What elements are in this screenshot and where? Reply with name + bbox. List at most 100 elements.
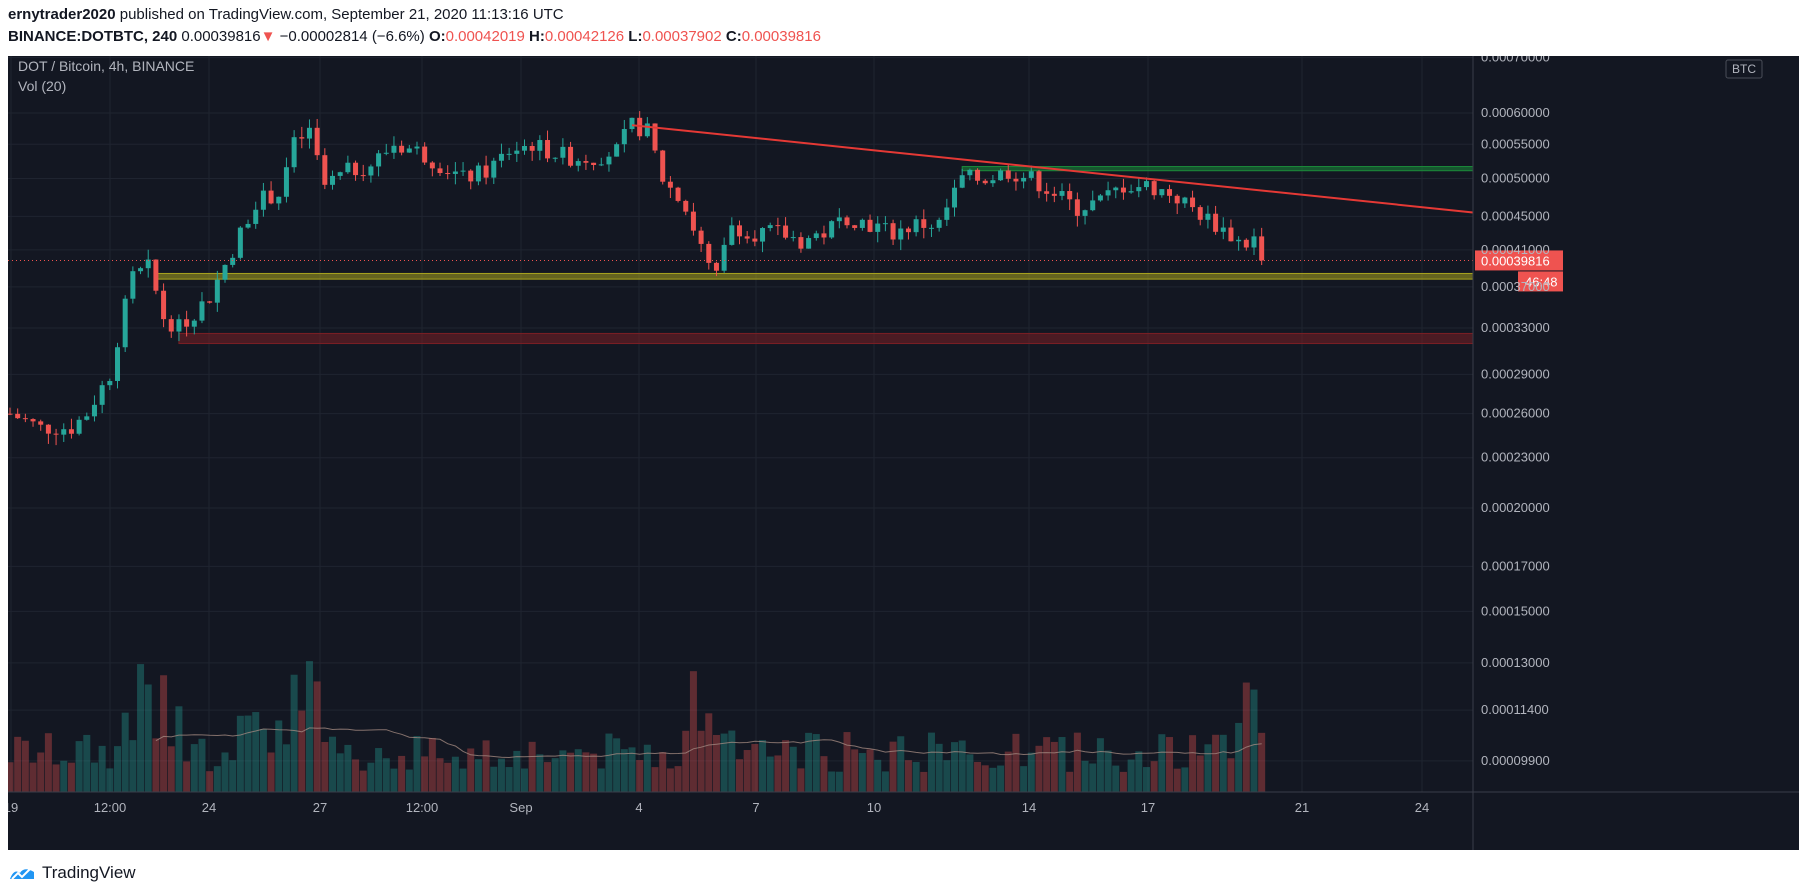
candle-down (637, 117, 643, 137)
volume-bar (797, 768, 805, 792)
candle-down (905, 228, 911, 233)
volume-bar (605, 733, 613, 792)
volume-bar (889, 741, 897, 792)
volume-bar (405, 769, 413, 792)
volume-bar (275, 720, 283, 792)
candle-up (959, 175, 965, 188)
x-tick-label: 21 (1295, 800, 1309, 815)
volume-bar (75, 741, 83, 792)
high-label: H: (529, 28, 545, 45)
candle-up (391, 145, 397, 153)
volume-bar (951, 742, 959, 792)
candle-down (1151, 181, 1157, 196)
chart-legend-title: DOT / Bitcoin, 4h, BINANCE (18, 58, 194, 74)
y-tick-label: 0.00009900 (1481, 753, 1550, 768)
y-tick-label: 0.00033000 (1481, 320, 1550, 335)
countdown-label: 46:48 (1525, 274, 1558, 289)
volume-bar (689, 671, 697, 792)
candle-up (368, 166, 374, 176)
candle-up (621, 129, 627, 145)
candle-up (199, 301, 205, 321)
candle-up (1105, 190, 1111, 196)
candle-down (783, 225, 789, 238)
volume-bar (37, 752, 45, 792)
candle-down (798, 237, 804, 249)
volume-bar (851, 749, 859, 792)
candle-up (383, 152, 389, 154)
tradingview-logo-icon (10, 868, 34, 880)
candle-up (260, 190, 266, 210)
candle-down (698, 230, 704, 244)
candle-up (928, 227, 934, 229)
candle-down (8, 413, 13, 415)
volume-bar (1027, 752, 1035, 792)
volume-bar (1050, 741, 1058, 792)
volume-bar (774, 755, 782, 792)
volume-bar (559, 750, 567, 792)
volume-bar (651, 767, 659, 792)
candle-up (721, 244, 727, 271)
y-tick-label: 0.00013000 (1481, 655, 1550, 670)
volume-bar (474, 759, 482, 792)
candle-up (552, 157, 558, 159)
volume-ma-line (155, 727, 1262, 759)
candle-up (760, 228, 766, 242)
candle-up (84, 416, 90, 420)
open-label: O: (428, 28, 446, 45)
volume-bar (1212, 734, 1220, 792)
candle-down (422, 146, 428, 163)
candle-down (529, 145, 535, 151)
price-label-box (1475, 250, 1563, 271)
candle-down (399, 145, 405, 153)
overlays: 0.00039816 46:48 (8, 124, 1563, 292)
candle-up (1059, 191, 1065, 196)
volume-bar (329, 736, 337, 792)
volume-bar (705, 713, 713, 792)
chart-area[interactable]: 0.00039816 46:48 0.00070000 0.00060000 0.00… (8, 56, 1799, 850)
volume-bar (444, 762, 452, 792)
volume-bar (14, 736, 22, 792)
volume-bar (1173, 768, 1181, 792)
candle-up (1028, 171, 1034, 178)
candle-down (68, 429, 74, 434)
volume-bar (935, 743, 943, 792)
candle-down (982, 180, 988, 184)
candle-down (15, 413, 21, 419)
candle-down (1051, 193, 1057, 196)
volume-bar (820, 756, 828, 792)
candle-up (237, 227, 243, 258)
candle-down (445, 173, 451, 175)
volume-bar (567, 752, 575, 792)
y-tick-label: 0.00041000 (1481, 242, 1550, 257)
candle-down (690, 211, 696, 231)
y-tick-label: 0.00015000 (1481, 603, 1550, 618)
candle-up (76, 419, 82, 434)
countdown-label-box (1518, 271, 1563, 292)
candle-up (491, 160, 497, 178)
close-value: 0.00039816 (741, 28, 821, 45)
candle-up (222, 264, 228, 280)
axes: 0.00070000 0.00060000 0.00055000 0.00050000… (8, 56, 1799, 850)
candle-down (360, 175, 366, 177)
volume-bar (1258, 732, 1266, 792)
candle-up (214, 279, 220, 303)
volume-bar (1119, 771, 1127, 792)
volume-bar (636, 760, 644, 792)
volume-bar (60, 760, 68, 792)
volume-bar (828, 771, 836, 792)
volume-bar (305, 661, 313, 792)
author-name[interactable]: ernytrader2020 (8, 6, 116, 23)
trendline (631, 124, 1474, 214)
tradingview-footer[interactable]: TradingView (8, 858, 136, 888)
candle-up (245, 223, 251, 228)
volume-bar (544, 762, 552, 792)
candle-down (1074, 199, 1080, 216)
candle-up (1097, 195, 1103, 201)
candle-up (936, 219, 942, 228)
candle-down (322, 155, 328, 185)
volume-bar (106, 768, 114, 792)
candle-up (514, 150, 520, 154)
candle-down (652, 123, 658, 151)
volume-bar (160, 675, 168, 792)
